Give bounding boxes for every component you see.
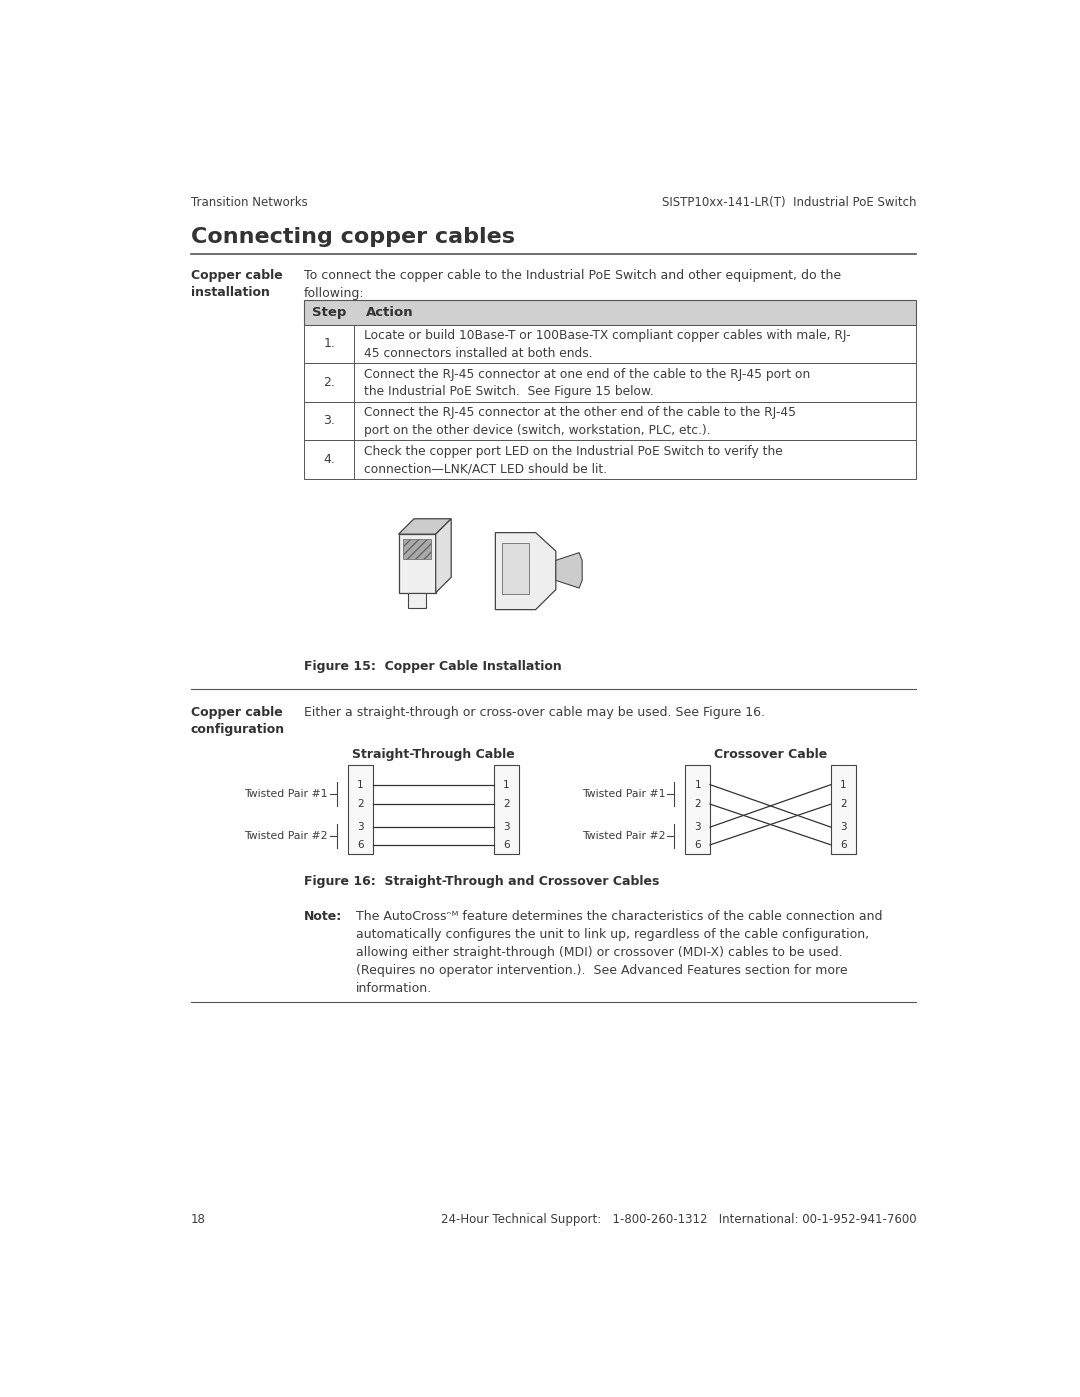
Text: Step: Step [312, 306, 347, 319]
Bar [303, 440, 916, 479]
Text: 1.: 1. [323, 338, 335, 351]
Text: 6: 6 [357, 840, 364, 849]
Text: Straight-Through Cable: Straight-Through Cable [352, 749, 515, 761]
Text: 3: 3 [694, 823, 701, 833]
Text: Twisted Pair #2: Twisted Pair #2 [582, 831, 665, 841]
Polygon shape [399, 518, 451, 534]
Text: 24-Hour Technical Support:   1-800-260-1312   International: 00-1-952-941-7600: 24-Hour Technical Support: 1-800-260-131… [441, 1214, 916, 1227]
Text: Either a straight-through or cross-over cable may be used. See Figure 16.: Either a straight-through or cross-over … [303, 705, 765, 719]
Polygon shape [399, 534, 435, 592]
Text: Figure 15:  Copper Cable Installation: Figure 15: Copper Cable Installation [303, 659, 562, 673]
Bar [303, 363, 916, 402]
Polygon shape [556, 553, 582, 588]
Bar [303, 402, 916, 440]
Text: 2: 2 [840, 799, 847, 809]
Text: Figure 16:  Straight-Through and Crossover Cables: Figure 16: Straight-Through and Crossove… [303, 876, 659, 888]
Text: 1: 1 [357, 780, 364, 789]
Text: 2: 2 [694, 799, 701, 809]
Text: Locate or build 10Base-T or 100Base-TX compliant copper cables with male, RJ-
45: Locate or build 10Base-T or 100Base-TX c… [364, 330, 850, 360]
Bar [494, 766, 518, 854]
Text: Twisted Pair #2: Twisted Pair #2 [244, 831, 328, 841]
Bar [685, 766, 710, 854]
Text: 4.: 4. [323, 453, 335, 467]
Text: 3: 3 [503, 823, 510, 833]
Text: 2: 2 [503, 799, 510, 809]
Text: Twisted Pair #1: Twisted Pair #1 [582, 789, 665, 799]
Bar [303, 324, 916, 363]
Text: Action: Action [366, 306, 414, 319]
Text: 1: 1 [840, 780, 847, 789]
Polygon shape [496, 532, 556, 609]
Text: Twisted Pair #1: Twisted Pair #1 [244, 789, 328, 799]
Text: 6: 6 [503, 840, 510, 849]
Text: Copper cable
configuration: Copper cable configuration [191, 705, 285, 736]
Bar [348, 766, 373, 854]
Text: 6: 6 [840, 840, 847, 849]
Text: To connect the copper cable to the Industrial PoE Switch and other equipment, do: To connect the copper cable to the Indus… [303, 270, 841, 300]
Polygon shape [403, 539, 431, 559]
Text: 6: 6 [694, 840, 701, 849]
Bar [831, 766, 855, 854]
Text: Note:: Note: [303, 909, 342, 923]
Text: Connect the RJ-45 connector at the other end of the cable to the RJ-45
port on t: Connect the RJ-45 connector at the other… [364, 407, 796, 437]
Polygon shape [408, 592, 427, 608]
Text: 1: 1 [694, 780, 701, 789]
Text: Connect the RJ-45 connector at one end of the cable to the RJ-45 port on
the Ind: Connect the RJ-45 connector at one end o… [364, 367, 810, 398]
Polygon shape [435, 518, 451, 592]
Text: 2: 2 [357, 799, 364, 809]
Text: Copper cable
installation: Copper cable installation [191, 270, 283, 299]
Text: The AutoCrossᵔᴹ feature determines the characteristics of the cable connection a: The AutoCrossᵔᴹ feature determines the c… [356, 909, 882, 995]
Polygon shape [501, 543, 529, 594]
Text: 2.: 2. [323, 376, 335, 388]
Text: 3.: 3. [323, 415, 335, 427]
Text: Crossover Cable: Crossover Cable [714, 749, 827, 761]
Text: 3: 3 [357, 823, 364, 833]
Text: Connecting copper cables: Connecting copper cables [191, 226, 515, 247]
Text: SISTP10xx-141-LR(T)  Industrial PoE Switch: SISTP10xx-141-LR(T) Industrial PoE Switc… [662, 196, 916, 210]
Text: Check the copper port LED on the Industrial PoE Switch to verify the
connection—: Check the copper port LED on the Industr… [364, 444, 782, 475]
Bar [303, 300, 916, 324]
Text: 1: 1 [503, 780, 510, 789]
Text: Transition Networks: Transition Networks [191, 196, 308, 210]
Text: 18: 18 [191, 1214, 205, 1227]
Text: 3: 3 [840, 823, 847, 833]
